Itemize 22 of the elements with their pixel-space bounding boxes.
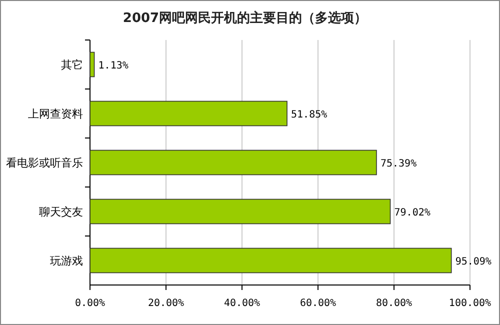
bar xyxy=(90,198,391,224)
y-tick-label: 其它 xyxy=(61,58,83,72)
data-label: 95.09% xyxy=(455,256,492,268)
data-label: 75.39% xyxy=(380,158,417,170)
bar xyxy=(90,248,452,274)
x-tick-label: 40.00% xyxy=(224,298,260,309)
bar xyxy=(90,52,95,78)
y-tick-label: 看电影或听音乐 xyxy=(6,156,83,170)
x-tick-label: 0.00% xyxy=(74,298,106,309)
x-tick-label: 20.00% xyxy=(148,298,184,309)
data-label: 79.02% xyxy=(394,208,430,218)
chart-title: 2007网吧网民开机的主要目的（多选项） xyxy=(122,10,368,26)
x-tick-label: 60.00% xyxy=(300,298,336,309)
bar xyxy=(90,150,377,176)
x-tick-label: 100.00% xyxy=(448,298,492,309)
y-tick-label: 玩游戏 xyxy=(50,254,83,268)
bar xyxy=(90,100,288,126)
data-label: 1.13% xyxy=(98,60,128,72)
y-tick-label: 上网查资料 xyxy=(28,108,83,120)
data-label: 51.85% xyxy=(291,110,328,120)
x-tick-label: 80.00% xyxy=(376,298,412,309)
y-tick-label: 聊天交友 xyxy=(39,206,83,218)
